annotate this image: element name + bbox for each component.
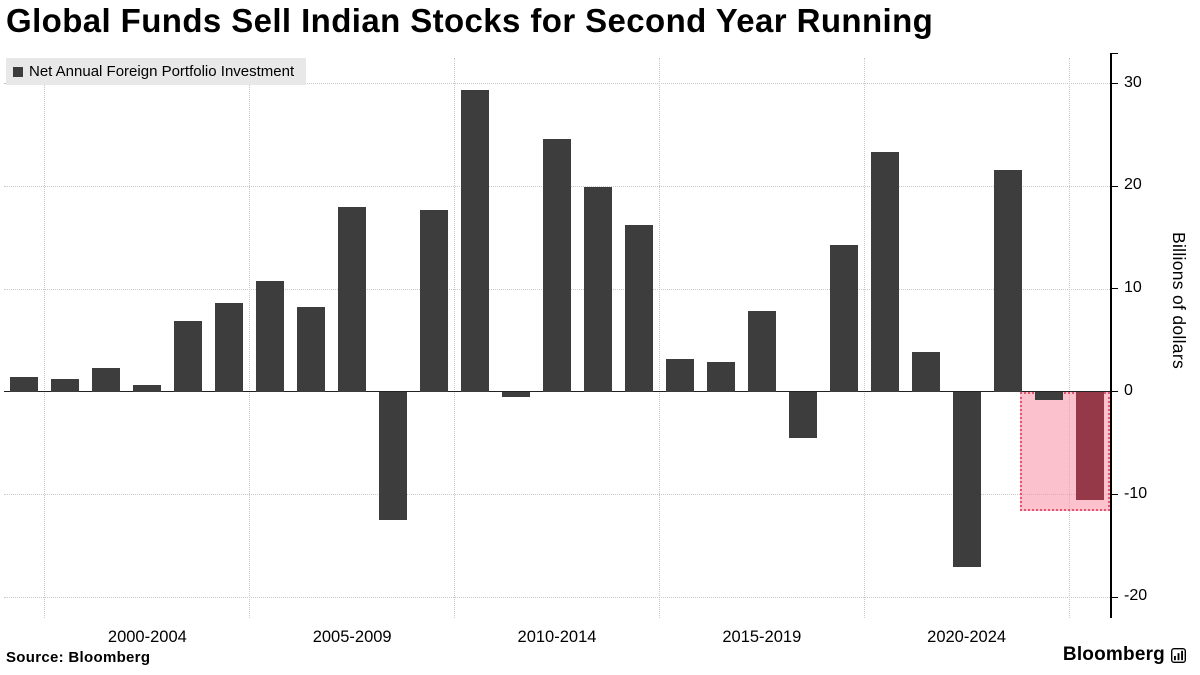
bar-2013	[583, 187, 612, 392]
gridline-v	[44, 58, 46, 618]
y-axis-line	[1110, 53, 1112, 618]
bar-2016	[706, 362, 735, 392]
bar-2009	[420, 210, 449, 392]
plot-area: 30 20 10 0 -10 -20 2000-2004 2005-2009 2010-2014…	[4, 53, 1147, 646]
bloomberg-logo: Bloomberg	[1063, 644, 1186, 666]
bar-2022	[952, 391, 981, 567]
gridline-h--20	[4, 596, 1110, 598]
bar-2017	[747, 310, 776, 392]
bar-2005	[256, 280, 285, 392]
y-tick-0	[1110, 391, 1118, 393]
bar-2012	[543, 139, 571, 392]
y-tick-label-0: 0	[1124, 381, 1133, 399]
y-axis-title: Billions of dollars	[1169, 232, 1189, 370]
y-tick-label--20: -20	[1124, 587, 1148, 605]
bar-2003	[174, 321, 203, 392]
y-axis-top-tick	[1110, 53, 1118, 54]
y-tick--20	[1110, 596, 1118, 598]
gridline-v	[1068, 58, 1070, 618]
y-tick--10	[1110, 493, 1118, 495]
bar-2006	[297, 306, 326, 392]
y-tick-label-10: 10	[1124, 279, 1142, 297]
bar-2021	[911, 351, 940, 392]
gridline-v	[658, 58, 660, 618]
x-tick-label: 2000-2004	[107, 628, 187, 646]
bar-2025	[1075, 391, 1104, 500]
legend-label: Net Annual Foreign Portfolio Investment	[29, 63, 295, 80]
bar-2015	[665, 359, 694, 392]
bar-2008	[379, 391, 408, 521]
bar-2002	[133, 384, 162, 392]
x-tick-label: 2015-2019	[722, 628, 802, 646]
bar-2011	[502, 391, 531, 398]
x-tick-label: 2010-2014	[517, 628, 597, 646]
bloomberg-chart-icon	[1171, 647, 1186, 663]
chart-title: Global Funds Sell Indian Stocks for Seco…	[6, 2, 934, 39]
bar-2007	[338, 206, 367, 392]
bar-2014	[624, 225, 653, 392]
bar-2020	[870, 151, 899, 392]
bar-2018	[788, 391, 817, 439]
gridline-v	[454, 58, 456, 618]
y-tick-label--10: -10	[1124, 484, 1148, 502]
gridline-h--10	[4, 494, 1110, 496]
bloomberg-wordmark: Bloomberg	[1062, 644, 1165, 665]
bar-2004	[215, 302, 244, 392]
legend: Net Annual Foreign Portfolio Investment	[6, 58, 307, 85]
x-tick-label: 2005-2009	[312, 628, 392, 646]
bar-2023	[993, 170, 1022, 392]
legend-swatch	[13, 66, 23, 77]
gridline-h-30	[4, 83, 1110, 85]
bar-2000	[51, 378, 80, 392]
y-tick-label-30: 30	[1124, 73, 1142, 91]
source-note: Source: Bloomberg	[6, 649, 151, 666]
y-tick-label-20: 20	[1124, 176, 1142, 194]
y-tick-30	[1110, 82, 1118, 84]
gridline-v	[863, 58, 865, 618]
gridline-v	[249, 58, 251, 618]
bar-2024	[1034, 391, 1063, 401]
y-tick-10	[1110, 288, 1118, 290]
x-tick-label: 2020-2024	[927, 628, 1007, 646]
bar-2001	[92, 368, 121, 392]
bar-1999	[10, 376, 39, 392]
bar-2010	[461, 89, 490, 392]
y-tick-20	[1110, 185, 1118, 187]
bar-2019	[829, 245, 858, 392]
